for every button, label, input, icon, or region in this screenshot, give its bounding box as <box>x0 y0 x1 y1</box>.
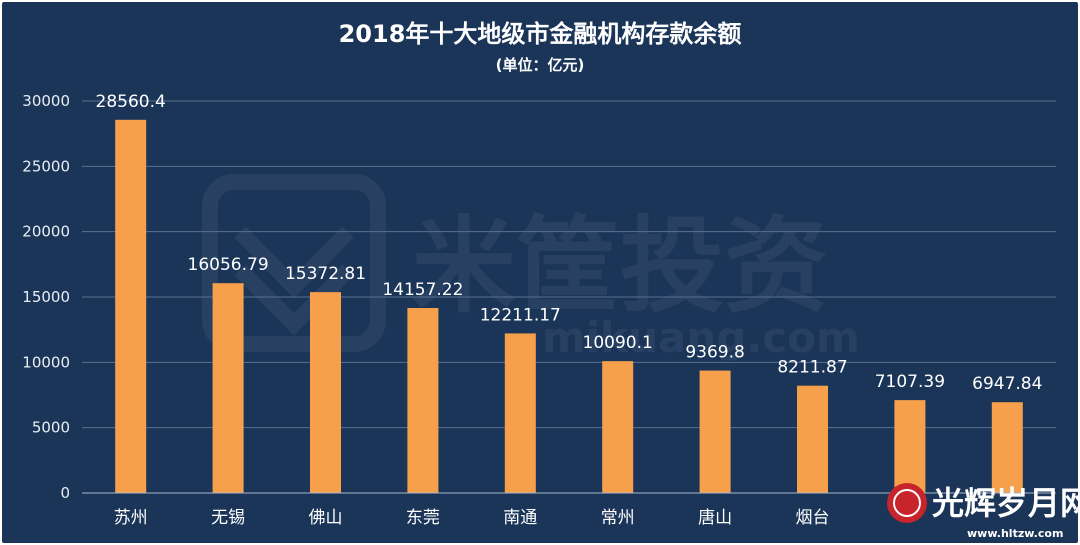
x-axis: 苏州 无锡 佛山 东莞 南通 常州 唐山 烟台 <box>82 492 1056 528</box>
bar <box>894 400 926 493</box>
bar <box>602 361 634 493</box>
x-tick-label: 东莞 <box>406 508 440 528</box>
corner-logo-text: 光辉岁月网 <box>932 484 1078 522</box>
data-label: 7107.39 <box>875 372 945 392</box>
y-axis: 0 5000 10000 15000 20000 25000 30000 <box>22 92 70 502</box>
chart-subtitle: (单位：亿元) <box>496 56 585 74</box>
corner-logo: 光辉岁月网 www.hltzw.com <box>887 483 1078 540</box>
y-tick-label: 25000 <box>22 157 70 175</box>
watermark-logo-icon <box>202 174 386 352</box>
data-label: 12211.17 <box>480 305 561 325</box>
y-tick-label: 10000 <box>22 353 70 371</box>
x-tick-label: 苏州 <box>114 508 148 528</box>
y-tick-label: 5000 <box>32 419 70 437</box>
watermark-text: 米筐投资 <box>412 205 828 327</box>
data-labels: 28560.4 16056.79 15372.81 14157.22 12211.17 1… <box>96 92 1043 394</box>
data-label: 9369.8 <box>685 343 744 363</box>
grid-lines <box>82 100 1056 429</box>
x-tick-label: 无锡 <box>211 508 245 528</box>
bars <box>115 119 1023 493</box>
bar <box>504 333 536 493</box>
bar <box>991 402 1023 493</box>
y-tick-label: 20000 <box>22 223 70 241</box>
x-tick-label: 佛山 <box>309 508 343 528</box>
watermark: 米筐投资 mikuang.com <box>202 174 860 362</box>
data-label: 15372.81 <box>285 264 366 284</box>
corner-logo-url: www.hltzw.com <box>967 527 1063 540</box>
data-label: 28560.4 <box>96 92 166 112</box>
chart-title: 2018年十大地级市金融机构存款余额 <box>339 20 742 48</box>
data-label: 8211.87 <box>777 358 847 378</box>
bar <box>115 119 147 493</box>
x-tick-label: 南通 <box>503 508 537 528</box>
data-label: 14157.22 <box>382 280 463 300</box>
x-tick-label: 烟台 <box>796 508 830 528</box>
watermark-url: mikuang.com <box>542 313 860 362</box>
y-tick-label: 15000 <box>22 288 70 306</box>
y-tick-label: 30000 <box>22 92 70 110</box>
bar <box>212 283 244 493</box>
x-tick-label: 常州 <box>601 508 635 528</box>
bar <box>310 292 341 493</box>
y-tick-label: 0 <box>60 484 70 502</box>
bar <box>699 370 731 493</box>
x-tick-label: 唐山 <box>698 507 732 528</box>
bar <box>797 385 828 493</box>
seal-icon <box>887 483 927 523</box>
bar <box>407 308 439 493</box>
data-label: 10090.1 <box>583 333 653 353</box>
data-label: 6947.84 <box>972 374 1042 394</box>
data-label: 16056.79 <box>188 255 269 275</box>
